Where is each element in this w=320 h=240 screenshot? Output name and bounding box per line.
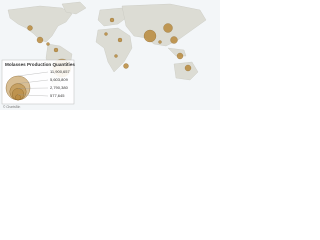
bubble: [27, 25, 33, 31]
bubble: [163, 23, 173, 33]
legend-label: 2,790,380: [50, 85, 69, 90]
legend-bubble: [15, 94, 21, 101]
bubble: [176, 52, 184, 60]
australia: [173, 61, 199, 81]
greenland: [61, 1, 87, 15]
legend-leader: [17, 94, 49, 97]
europe: [97, 7, 127, 27]
bubble: [170, 36, 178, 44]
bubble: [184, 64, 192, 72]
bubble: [123, 63, 129, 69]
bubble: [158, 40, 162, 44]
bubble: [109, 17, 115, 23]
bubble: [114, 54, 118, 58]
land: [7, 1, 207, 89]
legend-items: 11,900,657 5,603,809 2,790,380 577,645: [5, 69, 70, 101]
bubble: [117, 37, 123, 43]
bubble: [53, 47, 59, 53]
bubble: [46, 42, 50, 46]
legend-leader: [17, 71, 49, 77]
legend-leader: [17, 79, 49, 84]
legend-label: 577,645: [50, 93, 65, 98]
credit: © ChartsBin: [3, 105, 20, 109]
bubble: [104, 32, 108, 36]
legend-label: 5,603,809: [50, 77, 69, 82]
map: Molasses Production Quantities 11,900,65…: [0, 0, 220, 110]
africa: [95, 27, 133, 73]
north-america: [7, 5, 73, 43]
legend-label: 11,900,657: [50, 69, 70, 74]
bubble: [36, 36, 44, 44]
page: {"legend": {"title": "Molasses Productio…: [0, 0, 220, 110]
legend-title: Molasses Production Quantities: [5, 62, 75, 67]
bubble: [143, 29, 157, 43]
